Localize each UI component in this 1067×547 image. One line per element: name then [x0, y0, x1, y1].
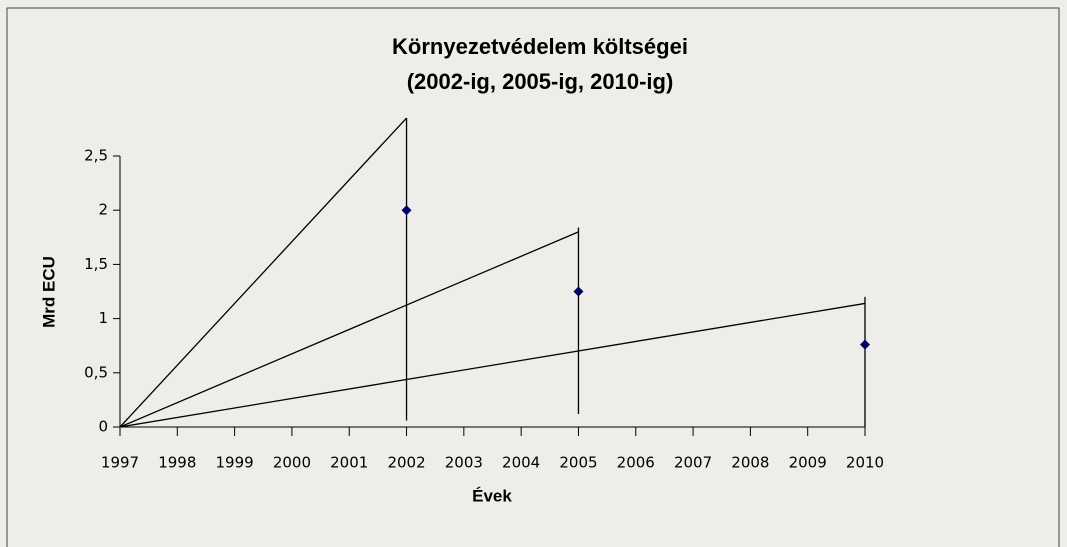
- x-tick-label: 1999: [216, 454, 254, 472]
- x-axis-label: Évek: [472, 486, 512, 505]
- x-tick-label: 2007: [674, 454, 712, 472]
- y-tick-label: 2,5: [84, 147, 108, 165]
- y-axis-label: Mrd ECU: [39, 256, 58, 328]
- y-tick-label: 1,5: [84, 255, 108, 273]
- chart-title: Környezetvédelem költségei: [392, 34, 688, 59]
- x-tick-label: 2010: [846, 454, 884, 472]
- line: [119, 117, 408, 428]
- point: [401, 205, 412, 216]
- x-tick-label: 2001: [330, 454, 368, 472]
- x-tick-label: 2006: [617, 454, 655, 472]
- y-tick-label: 2: [98, 201, 108, 219]
- line: [119, 302, 866, 428]
- x-tick-label: 2000: [273, 454, 311, 472]
- x-tick-label: 2004: [502, 454, 540, 472]
- y-tick-label: 1: [98, 309, 108, 327]
- point: [860, 339, 870, 350]
- y-tick-label: 0,5: [84, 363, 108, 381]
- y-tick-label: 0: [98, 418, 108, 436]
- chart-subtitle: (2002-ig, 2005-ig, 2010-ig): [407, 69, 674, 94]
- x-tick-label: 1998: [158, 454, 196, 472]
- x-tick-label: 2009: [789, 454, 827, 472]
- x-tick-label: 2008: [731, 454, 769, 472]
- frame: [6, 7, 1060, 547]
- x-tick-label: 2002: [387, 454, 425, 472]
- point: [573, 286, 584, 297]
- x-tick-label: 2003: [445, 454, 483, 472]
- x-tick-label: 1997: [101, 454, 139, 472]
- x-tick-label: 2005: [559, 454, 597, 472]
- line: [119, 231, 579, 428]
